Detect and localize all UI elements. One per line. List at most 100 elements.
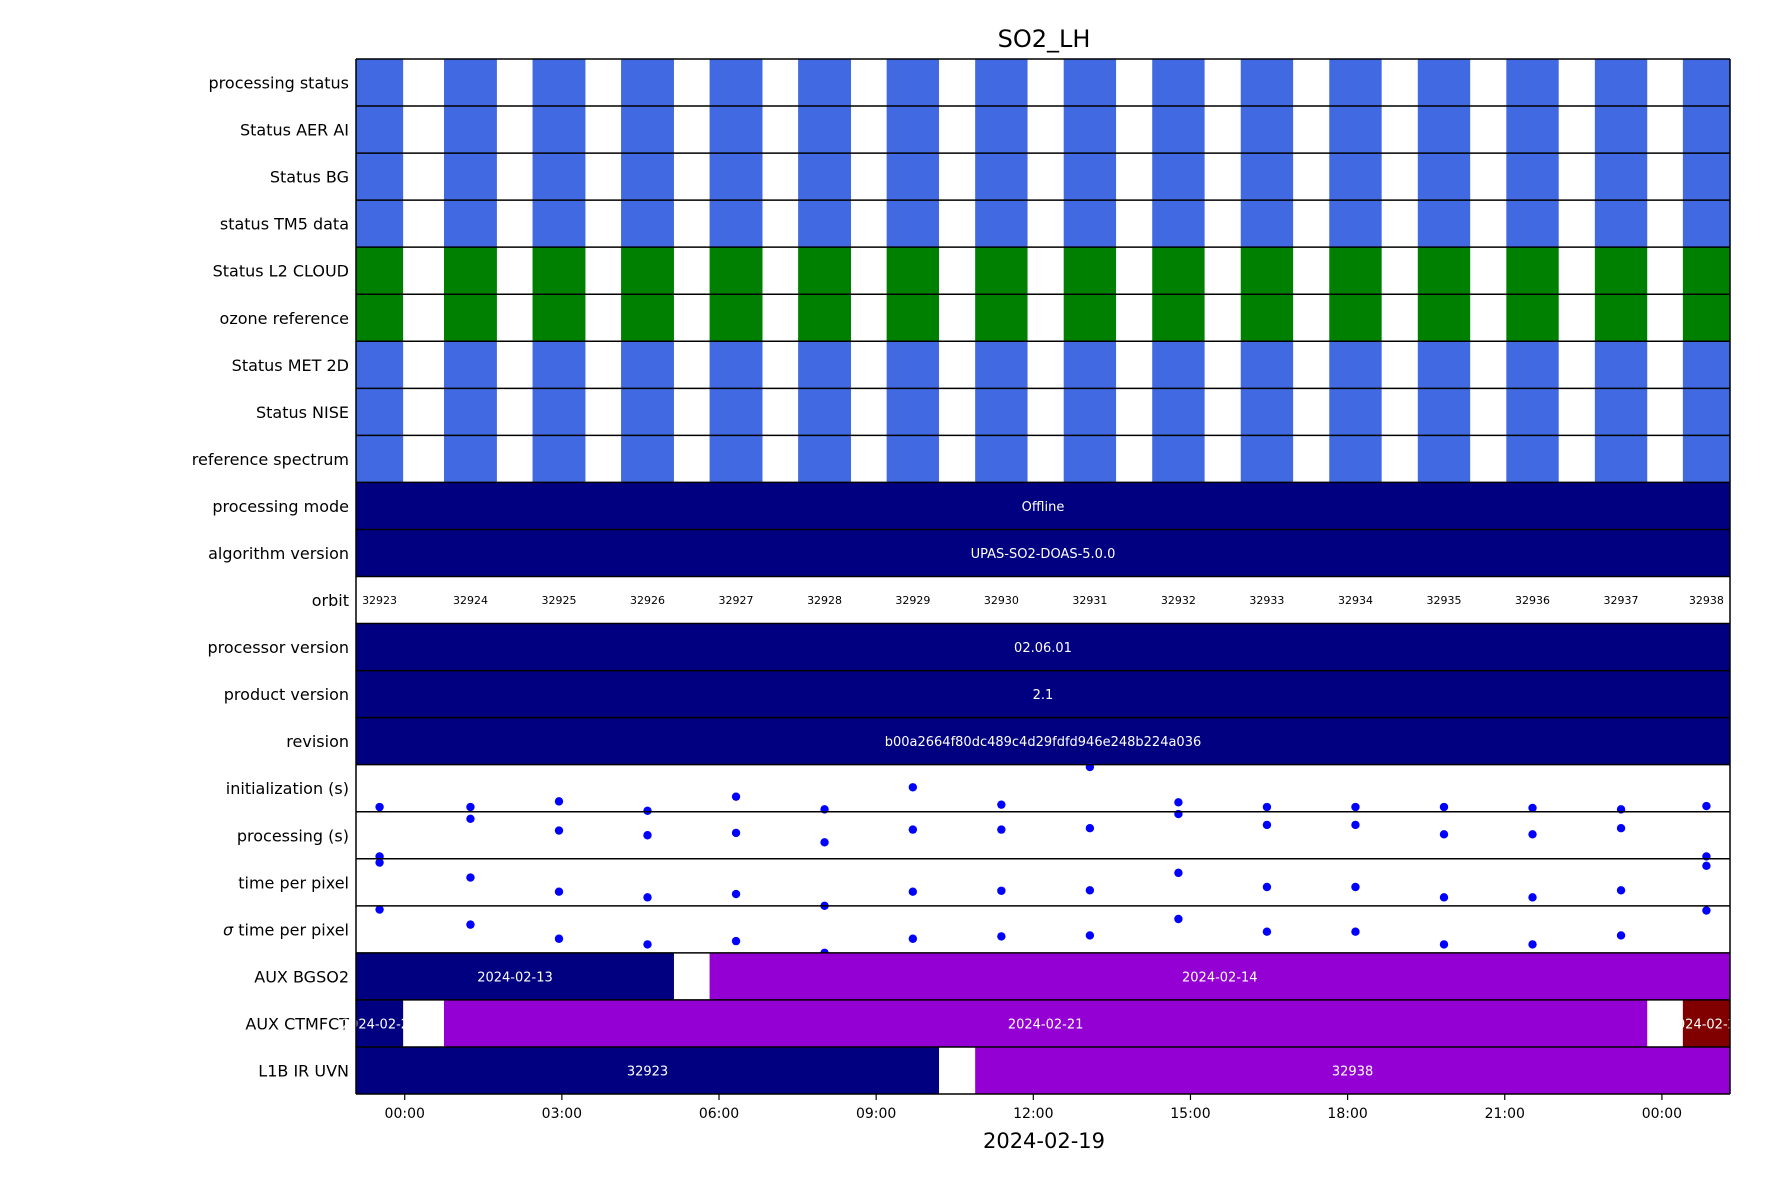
status-block xyxy=(1594,59,1648,107)
segment-label: b00a2664f80dc489c4d29fdfd946e248b224a036 xyxy=(885,735,1202,750)
segment-label: 32938 xyxy=(1332,1064,1373,1079)
orbit-label: 32924 xyxy=(453,594,488,607)
orbit-label: 32933 xyxy=(1249,594,1284,607)
status-block xyxy=(1152,435,1205,483)
data-point xyxy=(1262,802,1272,812)
data-point xyxy=(1528,803,1537,813)
status-block xyxy=(886,388,940,436)
data-point xyxy=(908,825,918,834)
data-point xyxy=(466,802,475,812)
orbit-label: 32937 xyxy=(1604,594,1639,607)
status-block xyxy=(1152,341,1205,389)
x-axis-label: 2024-02-19 xyxy=(983,1129,1105,1153)
status-block xyxy=(1063,59,1117,107)
status-block xyxy=(975,388,1028,436)
status-block xyxy=(709,106,763,154)
data-point xyxy=(908,887,918,896)
status-block xyxy=(886,106,940,154)
data-point xyxy=(997,825,1006,834)
x-tick-label: 06:00 xyxy=(699,1106,739,1122)
orbit-label: 32926 xyxy=(630,594,665,607)
status-block xyxy=(1682,153,1730,201)
data-point xyxy=(731,828,741,838)
data-point xyxy=(1085,886,1095,895)
status-block xyxy=(886,435,940,483)
row-status-met-2d: Status MET 2D xyxy=(232,341,1730,389)
status-block xyxy=(1152,388,1205,436)
row-label: processing (s) xyxy=(237,826,349,845)
row-dividers xyxy=(355,58,1731,1095)
data-point xyxy=(1174,798,1183,807)
status-block xyxy=(1240,341,1294,389)
segment-bar xyxy=(356,623,1730,671)
segment-bar xyxy=(356,482,1730,530)
segment-bar xyxy=(356,717,1730,765)
status-block xyxy=(1682,388,1730,436)
row-label: initialization (s) xyxy=(226,779,349,798)
status-block xyxy=(1329,247,1382,295)
x-tick-label: 03:00 xyxy=(542,1106,582,1122)
status-block xyxy=(356,59,404,107)
data-point xyxy=(466,920,475,929)
status-block xyxy=(709,294,763,342)
segment-label: 2.1 xyxy=(1033,688,1054,703)
orbit-label: 32925 xyxy=(541,594,576,607)
status-block xyxy=(975,247,1028,295)
orbit-label: 32935 xyxy=(1426,594,1461,607)
status-block xyxy=(1152,200,1205,248)
status-block xyxy=(1594,388,1648,436)
status-block xyxy=(1152,59,1205,107)
segment-label: 2024-02-14 xyxy=(1182,970,1258,985)
data-point xyxy=(554,934,564,943)
status-block xyxy=(1506,388,1559,436)
status-block xyxy=(444,59,497,107)
status-block xyxy=(1682,247,1730,295)
data-point xyxy=(1439,940,1449,949)
row-processing-s: processing (s) xyxy=(237,809,1711,861)
row-label: status TM5 data xyxy=(220,215,349,234)
data-point xyxy=(1262,820,1272,830)
status-block xyxy=(1417,341,1471,389)
data-point xyxy=(1528,893,1537,902)
orbit-label: 32934 xyxy=(1338,594,1373,607)
status-block xyxy=(1682,200,1730,248)
status-block xyxy=(1594,294,1648,342)
status-block xyxy=(709,59,763,107)
x-tick-label: 12:00 xyxy=(1013,1106,1053,1122)
row-status-tm5-data: status TM5 data xyxy=(220,200,1730,248)
status-block xyxy=(621,435,674,483)
row-label: L1B IR UVN xyxy=(258,1061,349,1080)
row-time-per-pixel: time per pixel xyxy=(238,858,1711,911)
data-point xyxy=(997,886,1006,895)
segment-label: 2024-02-22 xyxy=(1669,1017,1745,1032)
status-block xyxy=(532,388,586,436)
status-block xyxy=(798,59,852,107)
x-axis: 00:00 03:00 06:00 09:00 12:00 15:00 18:00 21:00… xyxy=(385,1094,1682,1122)
status-block xyxy=(356,106,404,154)
status-block xyxy=(1063,435,1117,483)
status-block xyxy=(1240,153,1294,201)
data-point xyxy=(1262,882,1272,892)
data-point xyxy=(1439,893,1449,902)
status-block xyxy=(1329,59,1382,107)
data-point xyxy=(554,797,564,806)
data-point xyxy=(466,814,475,823)
status-block xyxy=(1152,106,1205,154)
data-point xyxy=(731,936,741,946)
orbit-label: 32932 xyxy=(1161,594,1196,607)
status-block xyxy=(444,341,497,389)
row-label: AUX BGSO2 xyxy=(254,967,349,986)
status-block xyxy=(1240,388,1294,436)
status-block xyxy=(798,153,852,201)
status-block xyxy=(1417,247,1471,295)
orbit-label: 32930 xyxy=(984,594,1019,607)
orbit-label: 32923 xyxy=(362,594,397,607)
data-point xyxy=(731,889,741,899)
status-block xyxy=(1682,294,1730,342)
status-block xyxy=(1063,341,1117,389)
status-block xyxy=(1152,153,1205,201)
row-algorithm-version: algorithm version UPAS-SO2-DOAS-5.0.0 xyxy=(208,529,1730,577)
status-block xyxy=(1240,435,1294,483)
status-block xyxy=(532,247,586,295)
